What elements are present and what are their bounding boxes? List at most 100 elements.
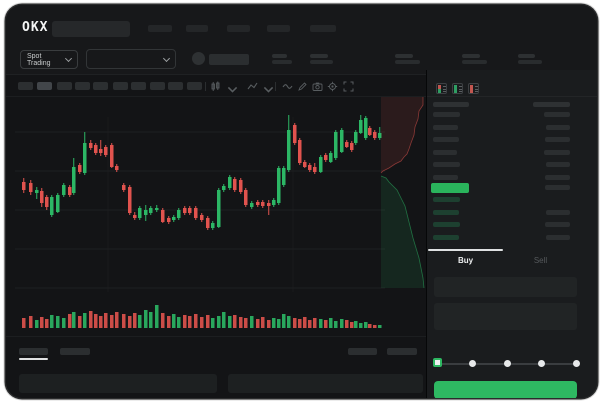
stat-label-skeleton	[518, 54, 535, 58]
pair-dropdown[interactable]	[86, 49, 176, 69]
orderbook-header-amount	[533, 102, 570, 107]
coin-icon	[192, 52, 205, 65]
camera-icon[interactable]	[312, 81, 323, 92]
amount-input[interactable]	[434, 303, 577, 330]
ask-price-skeleton[interactable]	[433, 162, 460, 167]
price-input[interactable]	[434, 277, 577, 297]
header-area	[6, 5, 597, 75]
timeframe-pill[interactable]	[93, 82, 108, 90]
nav-item-skeleton[interactable]	[310, 25, 336, 32]
ask-price-skeleton[interactable]	[433, 112, 460, 117]
timeframe-pill[interactable]	[150, 82, 165, 90]
ask-amount-skeleton	[545, 185, 570, 190]
icon-bid-strip	[438, 89, 441, 93]
icon-dash	[475, 88, 478, 90]
chevron-down-icon[interactable]	[263, 84, 274, 95]
chevron-down-icon[interactable]	[227, 84, 238, 95]
nav-item-skeleton[interactable]	[267, 25, 290, 32]
slider-dot[interactable]	[503, 360, 511, 367]
icon-side-strip	[454, 85, 457, 93]
chevron-down-icon	[162, 54, 171, 62]
bid-amount-skeleton	[546, 209, 570, 215]
ask-price-skeleton[interactable]	[433, 149, 457, 155]
orderbook-divider	[427, 96, 597, 97]
okx-logo: OKX	[22, 20, 49, 35]
chevron-down-icon	[65, 54, 73, 63]
timeframe-pill[interactable]	[18, 82, 33, 90]
bottom-right-control-skeleton[interactable]	[348, 348, 377, 355]
gear-icon[interactable]	[327, 81, 338, 92]
chart-type-icon[interactable]	[210, 81, 221, 92]
tab-buy[interactable]: Buy	[457, 255, 474, 265]
timeframe-pill[interactable]	[37, 82, 52, 90]
search-input[interactable]	[52, 21, 130, 37]
ask-amount-skeleton	[546, 124, 570, 130]
market-type-dropdown[interactable]: Spot Trading	[20, 50, 78, 69]
icon-dash	[475, 91, 478, 92]
ask-price-skeleton[interactable]	[433, 124, 458, 130]
slider-dot[interactable]	[469, 360, 476, 367]
amount-slider-handle[interactable]	[433, 358, 442, 367]
nav-item-skeleton[interactable]	[186, 25, 208, 32]
bottom-right-control-skeleton[interactable]	[387, 348, 417, 355]
ask-amount-skeleton	[546, 162, 570, 167]
bottom-divider	[6, 336, 426, 337]
bid-price-skeleton[interactable]	[433, 222, 460, 227]
book-asks-icon[interactable]	[468, 83, 479, 94]
buy-tab-indicator	[428, 249, 503, 251]
toolbar-divider	[275, 82, 276, 91]
book-bids-icon[interactable]	[452, 83, 463, 94]
expand-icon[interactable]	[343, 81, 354, 92]
pencil-icon[interactable]	[297, 81, 308, 92]
timeframe-pill[interactable]	[168, 82, 183, 90]
ask-amount-skeleton	[544, 149, 570, 155]
timeframe-pill[interactable]	[57, 82, 72, 90]
book-combined-icon[interactable]	[436, 83, 447, 94]
bid-price-skeleton[interactable]	[433, 197, 460, 202]
toolbar-divider-line	[6, 96, 426, 97]
timeframe-pill[interactable]	[75, 82, 90, 90]
slider-dot[interactable]	[538, 360, 545, 367]
buy-submit-button[interactable]	[434, 381, 577, 398]
bottom-left-panel	[19, 374, 217, 393]
icon-dash	[475, 85, 478, 87]
nav-item-skeleton[interactable]	[227, 25, 250, 32]
stat-label-skeleton	[462, 54, 480, 58]
bottom-right-panel	[228, 374, 423, 393]
bid-amount-skeleton	[546, 234, 570, 240]
toolbar-divider	[205, 82, 206, 91]
stat-label-skeleton	[395, 54, 413, 58]
stat-value-skeleton	[462, 60, 487, 64]
ask-price-skeleton[interactable]	[433, 174, 458, 180]
slider-dot[interactable]	[572, 360, 580, 367]
bid-price-skeleton[interactable]	[433, 209, 459, 215]
timeframe-pill[interactable]	[113, 82, 128, 90]
stat-value-skeleton	[518, 60, 542, 64]
stat-label-skeleton	[272, 54, 287, 58]
line-tools-icon[interactable]	[282, 81, 293, 92]
candlestick-chart[interactable]	[15, 97, 385, 333]
icon-dash	[443, 85, 446, 87]
last-price-bar[interactable]	[431, 183, 469, 193]
timeframe-pill[interactable]	[187, 82, 202, 90]
stat-value-skeleton	[310, 60, 333, 64]
icon-dash	[443, 88, 446, 90]
app-window: OKX Spot Trading	[6, 5, 597, 398]
bottom-tab-skeleton[interactable]	[60, 348, 90, 355]
timeframe-pill[interactable]	[131, 82, 146, 90]
icon-dash	[443, 91, 446, 92]
icon-ask-strip	[438, 85, 441, 89]
bid-price-skeleton[interactable]	[433, 234, 459, 240]
icon-side-strip	[470, 85, 473, 93]
bottom-tab-skeleton[interactable]	[19, 348, 48, 355]
stat-label-skeleton	[310, 54, 328, 58]
ask-price-skeleton[interactable]	[433, 137, 459, 142]
depth-chart[interactable]	[380, 97, 426, 293]
nav-item-skeleton[interactable]	[148, 25, 172, 32]
tab-sell[interactable]: Sell	[533, 255, 548, 265]
indicators-icon[interactable]	[247, 81, 258, 92]
stat-value-skeleton	[272, 60, 292, 64]
stat-value-skeleton	[395, 60, 420, 64]
orderbook-header-price	[433, 102, 469, 107]
